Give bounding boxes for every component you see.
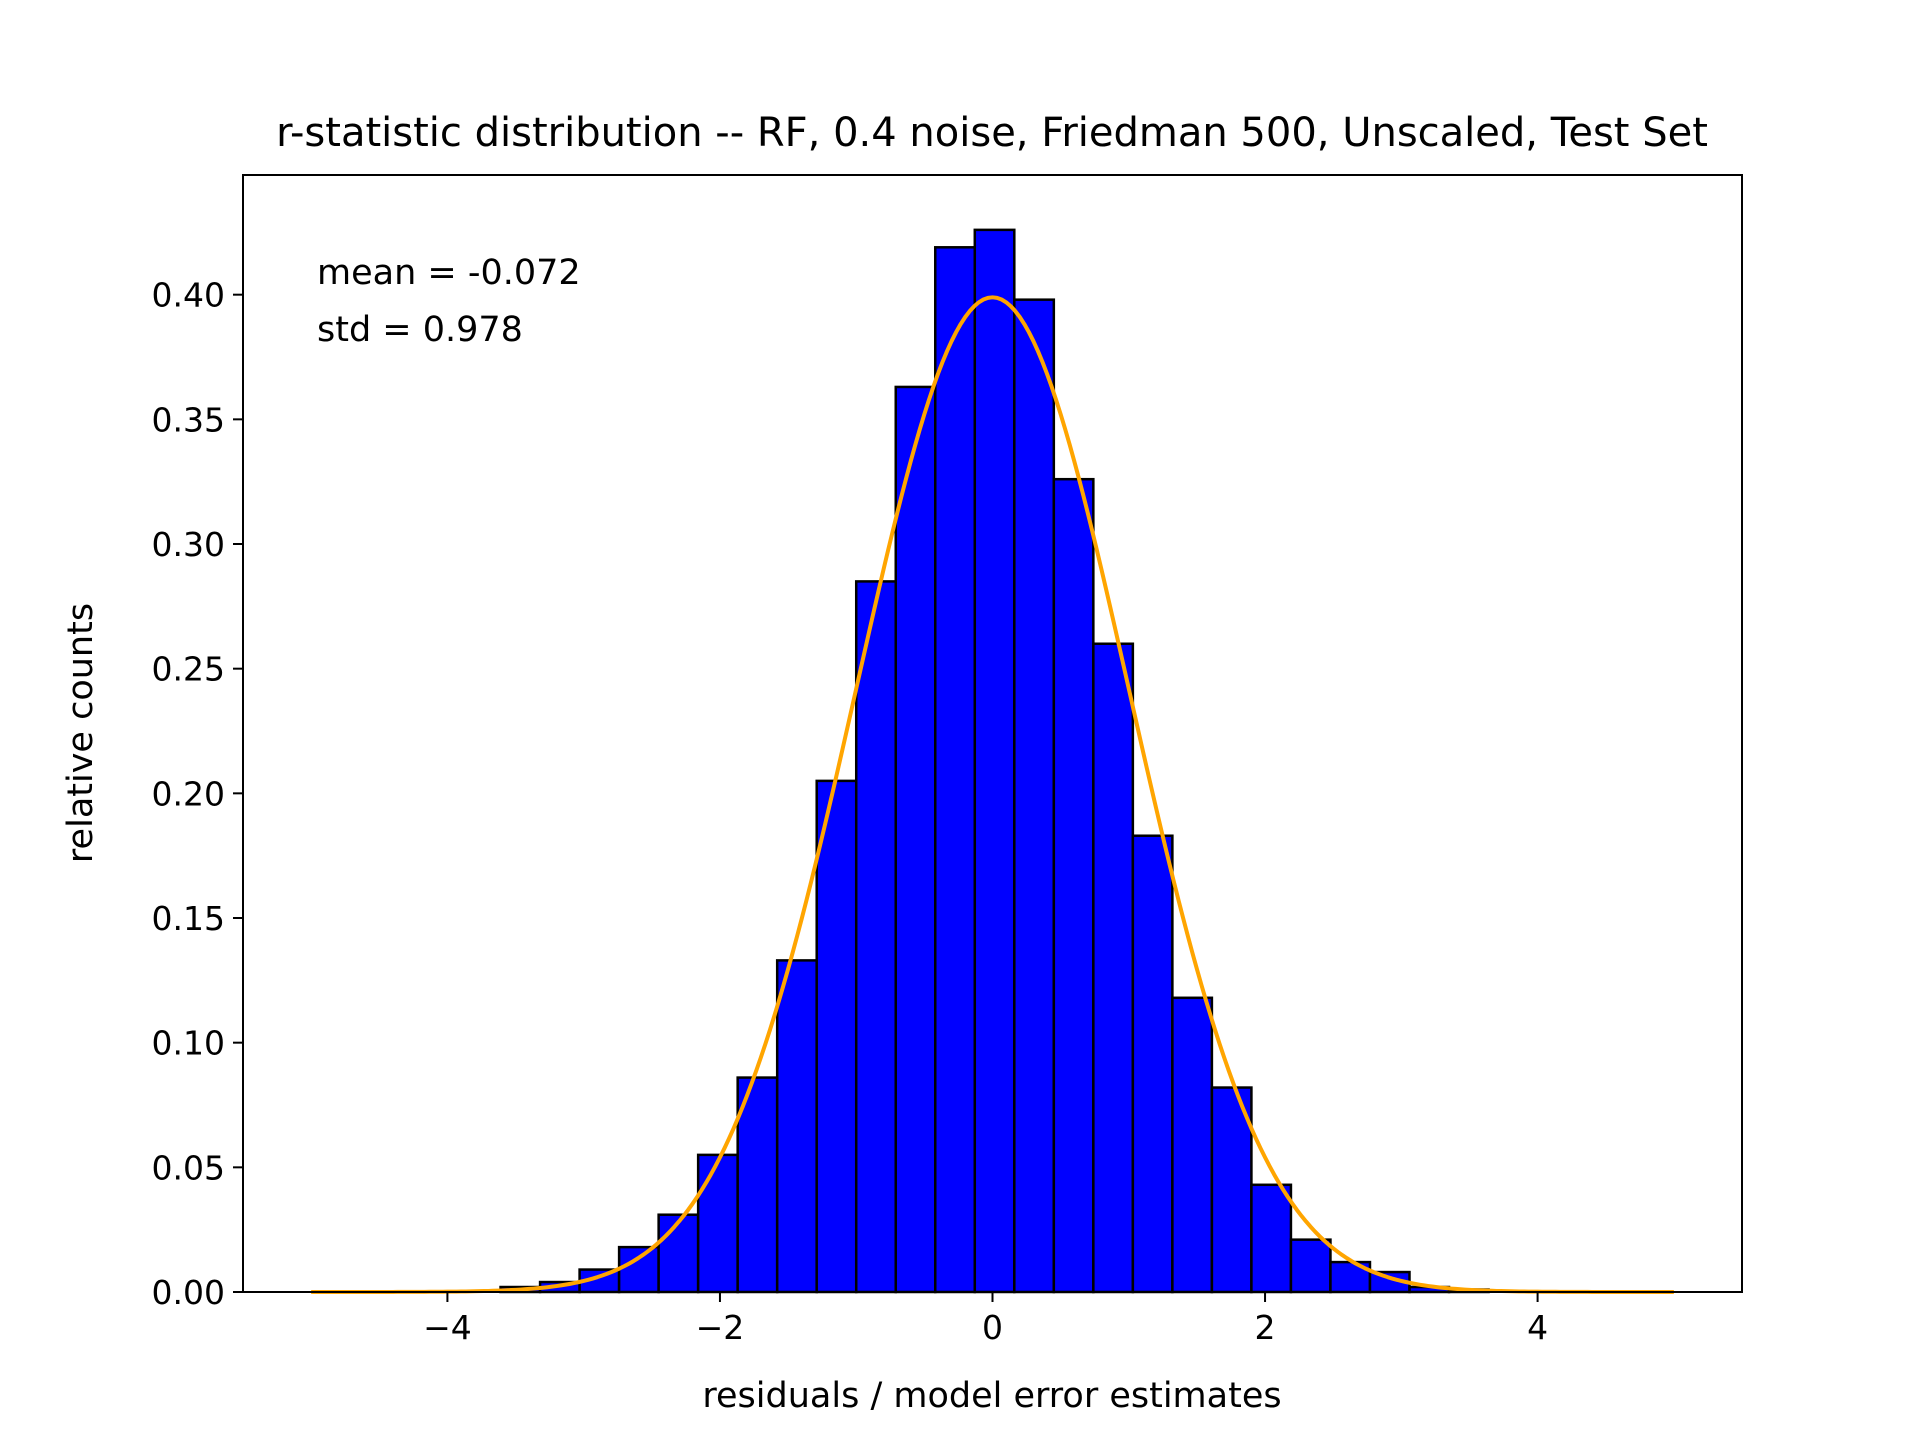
y-tick-label: 0.15: [152, 899, 225, 938]
x-tick-label: 4: [1527, 1308, 1548, 1347]
x-axis-label: residuals / model error estimates: [702, 1376, 1281, 1416]
histogram-bar-12: [973, 228, 1016, 1294]
y-tick-label: 0.05: [152, 1148, 225, 1187]
x-tick-label: −2: [696, 1308, 745, 1347]
y-tick-label: 0.30: [152, 525, 225, 564]
y-tick-label: 0.35: [152, 400, 225, 439]
x-tick-label: 0: [982, 1308, 1003, 1347]
y-tick-label: 0.20: [152, 774, 225, 813]
y-tick-label: 0.25: [152, 650, 225, 689]
histogram-bar-4: [657, 1213, 700, 1294]
histogram-bar-8: [815, 779, 858, 1294]
histogram-bar-9: [854, 580, 897, 1294]
histogram-bar-5: [696, 1153, 739, 1294]
x-axis-ticks: −4 −2 0 2 4: [423, 1292, 1548, 1347]
y-axis-label: relative counts: [61, 603, 101, 863]
histogram-bar-16: [1131, 834, 1174, 1294]
y-tick-label: 0.40: [152, 276, 225, 315]
histogram-bar-19: [1250, 1183, 1293, 1294]
histogram-bar-15: [1092, 642, 1135, 1294]
mean-annotation: mean = -0.072: [317, 253, 581, 293]
histogram-bar-13: [1013, 298, 1056, 1294]
histogram-bars: [499, 228, 1490, 1294]
y-tick-label: 0.00: [152, 1273, 225, 1312]
x-tick-label: 2: [1255, 1308, 1276, 1347]
y-axis-ticks: 0.00 0.05 0.10 0.15 0.20 0.25 0.30 0.35 0.40: [152, 276, 243, 1312]
chart-title: r-statistic distribution -- RF, 0.4 nois…: [276, 110, 1708, 156]
histogram-bar-6: [736, 1076, 779, 1294]
x-tick-label: −4: [423, 1308, 472, 1347]
y-tick-label: 0.10: [152, 1024, 225, 1063]
histogram-bar-17: [1171, 996, 1214, 1294]
histogram-bar-3: [617, 1245, 660, 1294]
std-annotation: std = 0.978: [317, 310, 523, 350]
histogram-bar-10: [894, 385, 937, 1294]
histogram-bar-11: [934, 246, 977, 1294]
normal-pdf-curve: [311, 295, 1674, 1294]
histogram-bar-14: [1052, 477, 1095, 1294]
histogram-bar-7: [775, 959, 818, 1294]
histogram-bar-20: [1289, 1238, 1332, 1294]
